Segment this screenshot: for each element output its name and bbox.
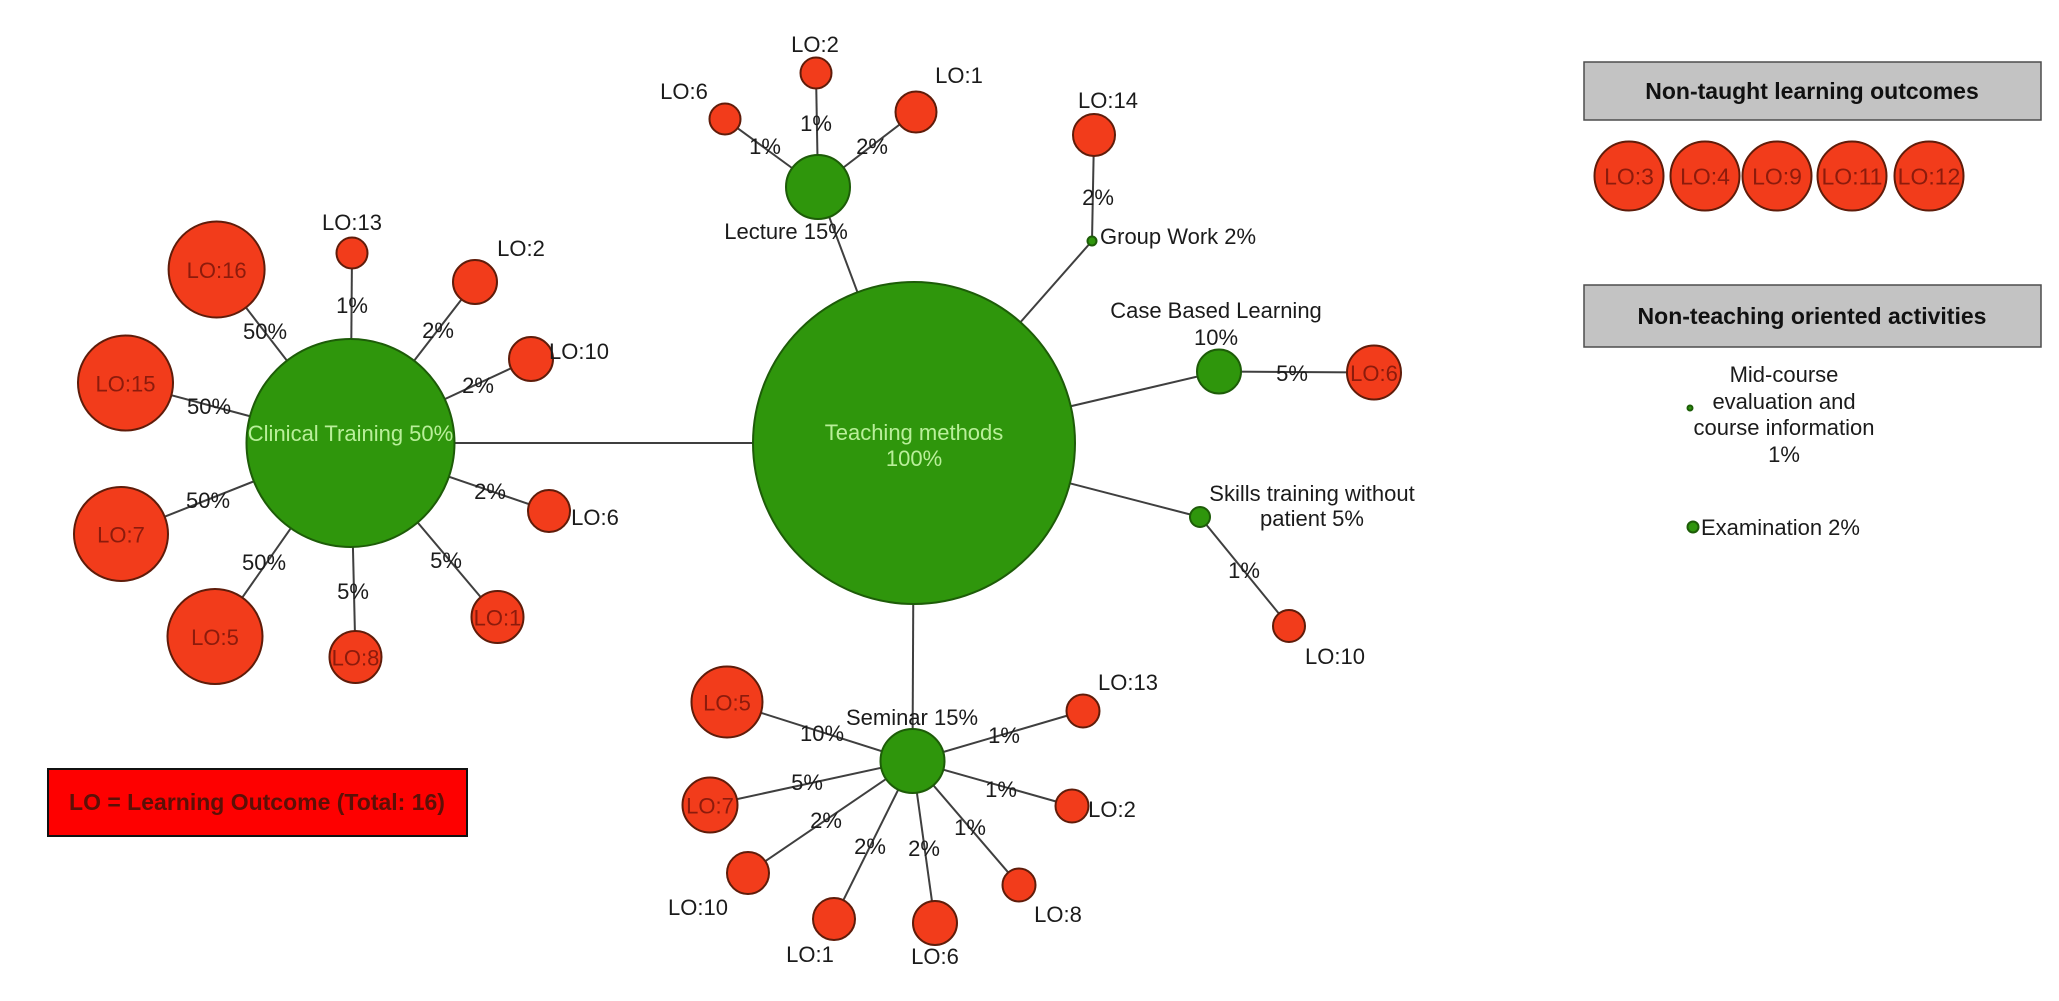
svg-text:1%: 1% xyxy=(749,134,781,159)
svg-text:course information: course information xyxy=(1694,415,1875,440)
svg-text:2%: 2% xyxy=(856,134,888,159)
svg-text:LO:6: LO:6 xyxy=(660,79,708,104)
svg-text:LO:1: LO:1 xyxy=(474,606,522,631)
svg-text:patient 5%: patient 5% xyxy=(1260,506,1364,531)
svg-text:1%: 1% xyxy=(954,815,986,840)
svg-text:evaluation and: evaluation and xyxy=(1712,389,1855,414)
svg-text:5%: 5% xyxy=(1276,361,1308,386)
svg-text:Mid-course: Mid-course xyxy=(1730,362,1839,387)
svg-text:LO:12: LO:12 xyxy=(1898,164,1961,190)
svg-text:2%: 2% xyxy=(810,808,842,833)
svg-text:LO:14: LO:14 xyxy=(1078,88,1138,113)
svg-text:LO:2: LO:2 xyxy=(791,32,839,57)
svg-text:LO = Learning Outcome (Total:: LO = Learning Outcome (Total: 16) xyxy=(69,789,445,815)
svg-text:LO:6: LO:6 xyxy=(1350,361,1398,386)
svg-text:50%: 50% xyxy=(186,488,230,513)
svg-text:100%: 100% xyxy=(886,446,942,471)
svg-text:2%: 2% xyxy=(462,373,494,398)
svg-text:LO:11: LO:11 xyxy=(1822,164,1883,190)
svg-text:50%: 50% xyxy=(187,394,231,419)
svg-text:Clinical Training 50%: Clinical Training 50% xyxy=(248,421,453,446)
svg-text:2%: 2% xyxy=(1082,185,1114,210)
svg-text:Lecture 15%: Lecture 15% xyxy=(724,219,848,244)
svg-text:5%: 5% xyxy=(430,548,462,573)
svg-text:LO:7: LO:7 xyxy=(97,523,145,548)
svg-text:10%: 10% xyxy=(800,721,844,746)
svg-text:Examination 2%: Examination 2% xyxy=(1701,515,1860,540)
svg-text:LO:3: LO:3 xyxy=(1604,164,1654,190)
svg-text:LO:7: LO:7 xyxy=(686,794,734,819)
svg-text:Group Work 2%: Group Work 2% xyxy=(1100,224,1256,249)
svg-text:1%: 1% xyxy=(800,111,832,136)
svg-text:50%: 50% xyxy=(242,550,286,575)
svg-text:LO:1: LO:1 xyxy=(786,942,834,967)
svg-text:LO:15: LO:15 xyxy=(96,372,156,397)
svg-text:Non-taught learning outcomes: Non-taught learning outcomes xyxy=(1645,78,1979,104)
svg-text:Seminar 15%: Seminar 15% xyxy=(846,705,978,730)
svg-text:LO:5: LO:5 xyxy=(703,691,751,716)
svg-text:LO:2: LO:2 xyxy=(497,236,545,261)
svg-text:LO:6: LO:6 xyxy=(571,505,619,530)
svg-text:LO:10: LO:10 xyxy=(668,895,728,920)
svg-text:Case Based Learning: Case Based Learning xyxy=(1110,298,1322,323)
svg-text:1%: 1% xyxy=(1768,442,1800,467)
svg-text:LO:13: LO:13 xyxy=(322,210,382,235)
svg-text:Teaching methods: Teaching methods xyxy=(825,420,1004,445)
svg-text:2%: 2% xyxy=(422,318,454,343)
svg-text:10%: 10% xyxy=(1194,325,1238,350)
svg-text:Non-teaching oriented activiti: Non-teaching oriented activities xyxy=(1638,303,1987,329)
svg-text:2%: 2% xyxy=(908,836,940,861)
svg-text:1%: 1% xyxy=(1228,558,1260,583)
svg-text:LO:2: LO:2 xyxy=(1088,797,1136,822)
svg-text:LO:10: LO:10 xyxy=(549,339,609,364)
svg-text:1%: 1% xyxy=(985,777,1017,802)
svg-text:2%: 2% xyxy=(854,834,886,859)
svg-text:2%: 2% xyxy=(474,479,506,504)
svg-text:Skills training without: Skills training without xyxy=(1209,481,1414,506)
svg-text:5%: 5% xyxy=(337,579,369,604)
svg-text:1%: 1% xyxy=(336,293,368,318)
svg-text:LO:6: LO:6 xyxy=(911,944,959,969)
svg-text:LO:9: LO:9 xyxy=(1752,164,1802,190)
svg-text:1%: 1% xyxy=(988,723,1020,748)
svg-text:LO:8: LO:8 xyxy=(332,646,380,671)
svg-text:50%: 50% xyxy=(243,319,287,344)
svg-text:LO:8: LO:8 xyxy=(1034,902,1082,927)
svg-text:LO:13: LO:13 xyxy=(1098,670,1158,695)
svg-text:LO:10: LO:10 xyxy=(1305,644,1365,669)
svg-text:LO:1: LO:1 xyxy=(935,63,983,88)
svg-text:5%: 5% xyxy=(791,770,823,795)
svg-text:LO:5: LO:5 xyxy=(191,625,239,650)
svg-text:LO:4: LO:4 xyxy=(1680,164,1730,190)
svg-text:LO:16: LO:16 xyxy=(187,258,247,283)
